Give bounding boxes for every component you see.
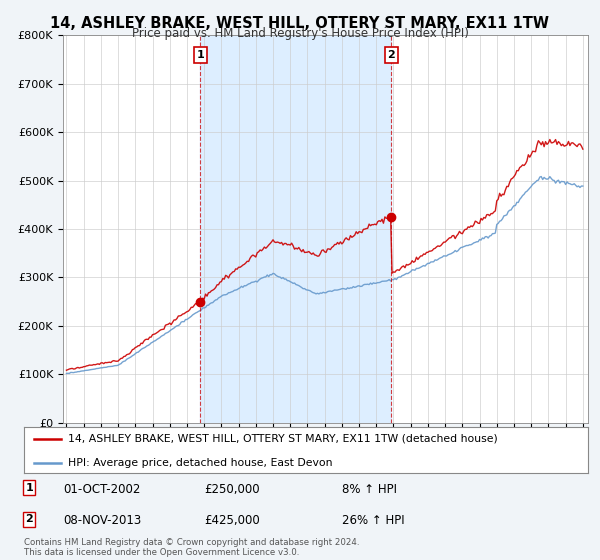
Text: 08-NOV-2013: 08-NOV-2013	[63, 514, 141, 527]
Text: Contains HM Land Registry data © Crown copyright and database right 2024.
This d: Contains HM Land Registry data © Crown c…	[24, 538, 359, 557]
Text: 14, ASHLEY BRAKE, WEST HILL, OTTERY ST MARY, EX11 1TW: 14, ASHLEY BRAKE, WEST HILL, OTTERY ST M…	[50, 16, 550, 31]
Text: 1: 1	[196, 50, 204, 60]
Text: 26% ↑ HPI: 26% ↑ HPI	[342, 514, 404, 527]
Text: £425,000: £425,000	[204, 514, 260, 527]
Text: HPI: Average price, detached house, East Devon: HPI: Average price, detached house, East…	[68, 458, 332, 468]
Text: 8% ↑ HPI: 8% ↑ HPI	[342, 483, 397, 496]
Text: 2: 2	[25, 514, 33, 524]
Text: Price paid vs. HM Land Registry's House Price Index (HPI): Price paid vs. HM Land Registry's House …	[131, 27, 469, 40]
Text: 01-OCT-2002: 01-OCT-2002	[63, 483, 140, 496]
Text: 2: 2	[388, 50, 395, 60]
Text: 1: 1	[25, 483, 33, 493]
Bar	[200, 35, 391, 423]
Text: 14, ASHLEY BRAKE, WEST HILL, OTTERY ST MARY, EX11 1TW (detached house): 14, ASHLEY BRAKE, WEST HILL, OTTERY ST M…	[68, 434, 498, 444]
Text: £250,000: £250,000	[204, 483, 260, 496]
